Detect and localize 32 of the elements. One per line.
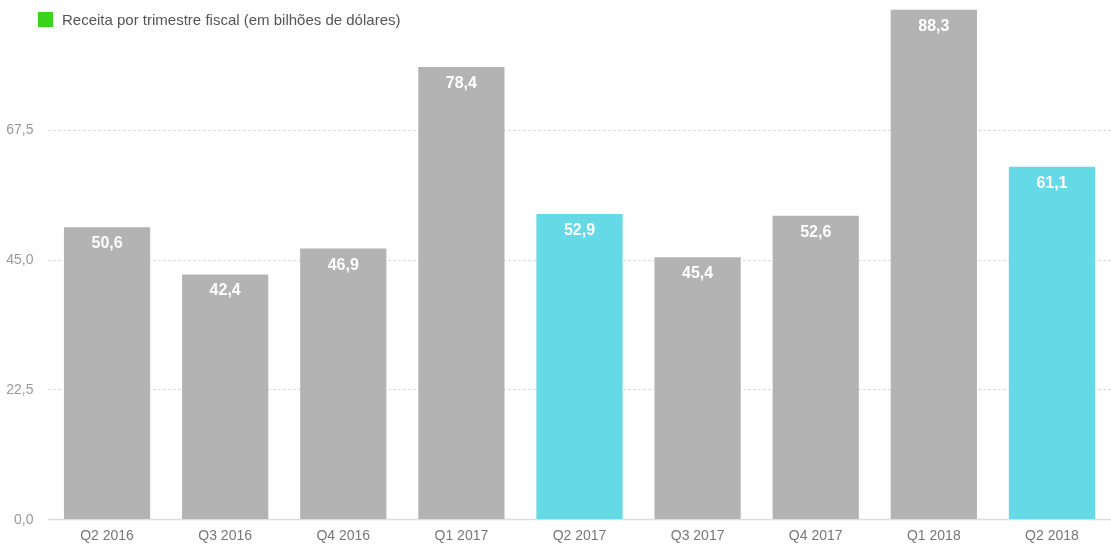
y-tick-label: 45,0	[6, 251, 34, 267]
x-tick-label: Q2 2018	[1025, 526, 1080, 543]
x-tick-label: Q2 2017	[552, 526, 607, 543]
data-label: 42,4	[209, 281, 241, 299]
data-label: 52,6	[800, 222, 832, 240]
bar	[890, 9, 977, 519]
x-tick-label: Q4 2017	[788, 526, 843, 543]
bar	[300, 248, 387, 519]
bar	[772, 215, 859, 519]
bar	[536, 213, 623, 519]
y-tick-label: 67,5	[6, 121, 34, 138]
data-label: 46,9	[327, 255, 359, 273]
text: Receita por trimestre fiscal (em bilhões de dólares)	[62, 10, 401, 28]
x-tick-label: Q2 2016	[80, 526, 135, 543]
data-label: 52,9	[563, 220, 596, 238]
y-tick-label: 0,0	[14, 510, 34, 527]
bar	[1008, 166, 1096, 519]
x-tick-label: Q4 2016	[316, 526, 371, 543]
x-tick-label: Q3 2016	[198, 526, 253, 543]
bar	[418, 66, 505, 519]
data-label: 61,1	[1036, 173, 1068, 191]
x-tick-label: Q3 2017	[670, 526, 725, 543]
data-label: 88,3	[918, 16, 950, 34]
y-tick-label: 22,5	[6, 380, 34, 397]
bar	[182, 274, 269, 519]
x-tick-label: Q1 2018	[906, 526, 961, 543]
bar	[654, 257, 741, 519]
data-label: 50,6	[91, 234, 123, 252]
x-tick-label: Q1 2017	[434, 526, 489, 543]
data-label: 45,4	[682, 264, 714, 282]
data-label: 78,4	[445, 73, 478, 91]
bar	[63, 227, 151, 519]
